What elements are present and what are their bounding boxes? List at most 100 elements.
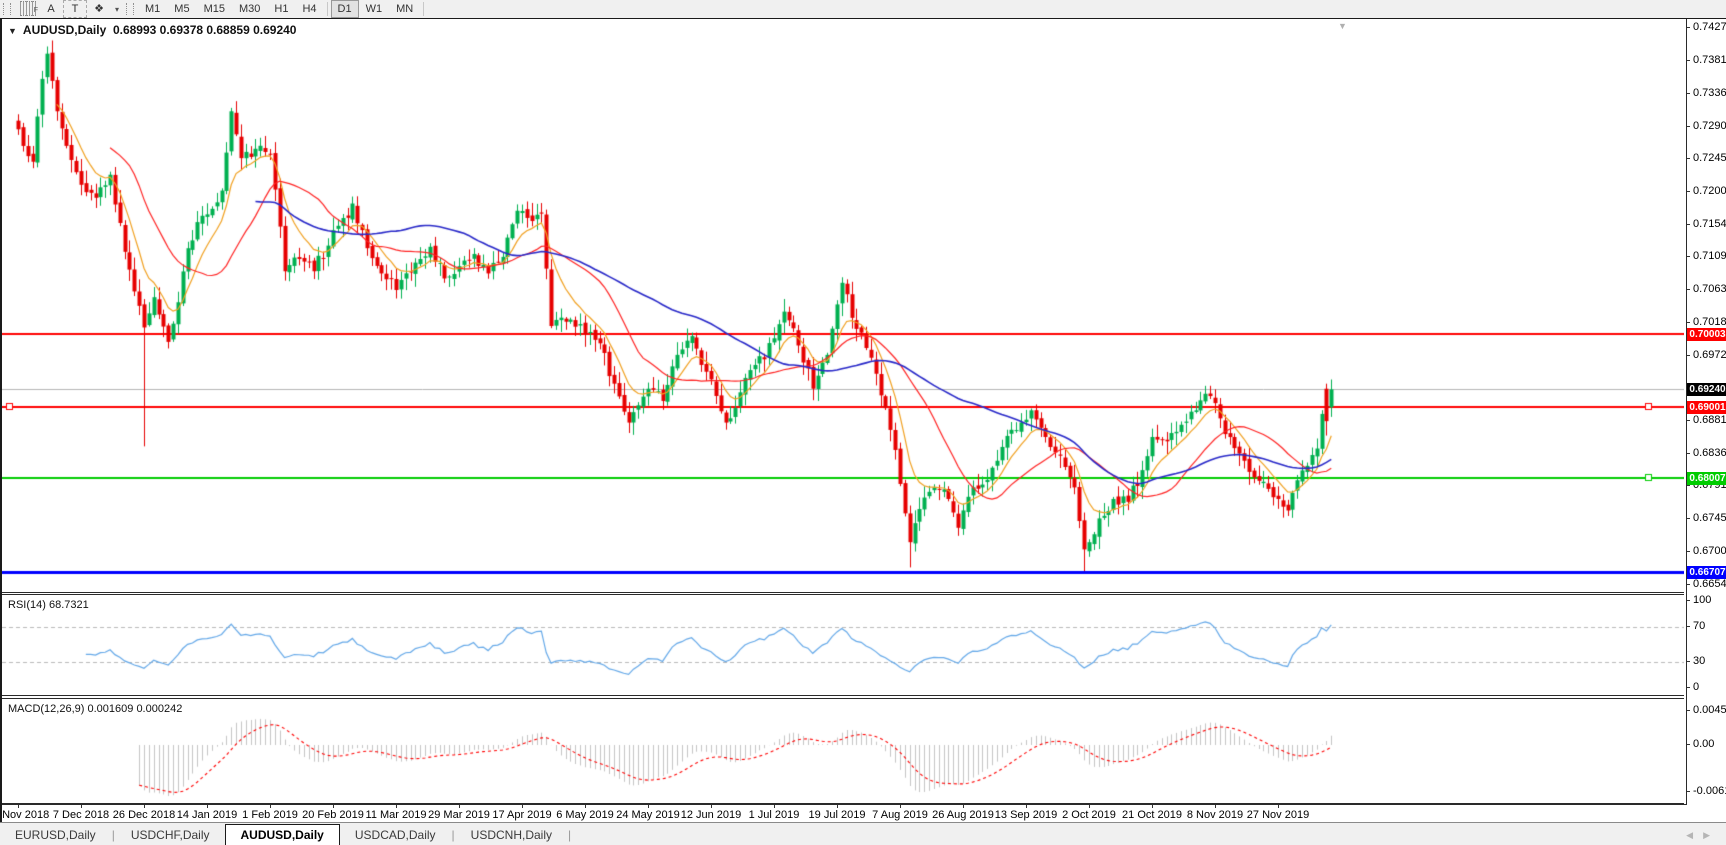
fibonacci-grid-icon: F bbox=[20, 1, 38, 16]
date-label: 29 Mar 2019 bbox=[428, 809, 490, 821]
chart-window: ▼ AUDUSD,Daily 0.68993 0.69378 0.68859 0.… bbox=[0, 18, 1726, 824]
price-chart-canvas[interactable] bbox=[2, 20, 1684, 593]
chart-shift-marker-icon[interactable]: ▼ bbox=[1338, 21, 1347, 31]
toolbar-separator bbox=[326, 2, 328, 16]
date-label: 26 Dec 2018 bbox=[112, 809, 176, 821]
date-tick bbox=[81, 805, 82, 808]
axis-tick bbox=[1686, 224, 1690, 225]
price-chart-panel[interactable]: ▼ AUDUSD,Daily 0.68993 0.69378 0.68859 0.… bbox=[2, 20, 1684, 593]
date-label: 13 Sep 2019 bbox=[994, 809, 1058, 821]
macd-main-value: 0.001609 bbox=[87, 703, 134, 715]
axis-tick bbox=[1686, 626, 1690, 627]
date-label: 17 Apr 2019 bbox=[492, 809, 552, 821]
price-tick-label: 0.66540 bbox=[1693, 578, 1726, 590]
axis-tick bbox=[1686, 27, 1690, 28]
rsi-canvas[interactable] bbox=[2, 595, 1684, 697]
macd-signal-value: 0.000242 bbox=[136, 703, 183, 715]
toolbar-grip bbox=[3, 3, 11, 15]
date-label: 7 Dec 2018 bbox=[52, 809, 110, 821]
date-label: 19 Nov 2018 bbox=[0, 809, 50, 821]
date-tick bbox=[1026, 805, 1027, 808]
date-label: 7 Aug 2019 bbox=[872, 809, 928, 821]
label-tool-button[interactable]: A bbox=[47, 3, 55, 15]
chart-ohlc-values: 0.68993 0.69378 0.68859 0.69240 bbox=[112, 23, 297, 37]
tab-usdcnh[interactable]: USDCNH,Daily bbox=[470, 828, 553, 842]
axis-tick bbox=[1686, 485, 1690, 486]
date-tick bbox=[963, 805, 964, 808]
axis-tick bbox=[1686, 126, 1690, 127]
arrows-tool-button[interactable]: ❖ bbox=[94, 3, 104, 15]
macd-indicator-panel[interactable]: MACD(12,26,9) 0.001609 0.000242 bbox=[2, 698, 1684, 805]
axis-tick bbox=[1686, 93, 1690, 94]
axis-tick bbox=[1686, 551, 1690, 552]
price-badge: 0.69001 bbox=[1687, 401, 1726, 414]
tab-usdchf[interactable]: USDCHF,Daily bbox=[130, 828, 210, 842]
axis-tick bbox=[1686, 256, 1690, 257]
timeframe-d1-button[interactable]: D1 bbox=[330, 0, 359, 18]
price-tick-label: 0.004528 bbox=[1693, 704, 1726, 716]
date-label: 8 Nov 2019 bbox=[1186, 809, 1244, 821]
date-tick bbox=[396, 805, 397, 808]
price-tick-label: 100 bbox=[1693, 594, 1712, 606]
tab-audusd[interactable]: AUDUSD,Daily bbox=[224, 824, 340, 845]
price-tick-label: 0 bbox=[1693, 681, 1700, 693]
timeframe-mn-button[interactable]: MN bbox=[396, 3, 414, 15]
date-tick bbox=[1278, 805, 1279, 808]
date-label: 27 Nov 2019 bbox=[1246, 809, 1310, 821]
date-tick bbox=[1215, 805, 1216, 808]
axis-tick bbox=[1686, 420, 1690, 421]
price-tick-label: 70 bbox=[1693, 620, 1706, 632]
timeframe-m30-button[interactable]: M30 bbox=[238, 3, 261, 15]
timeframe-m1-button[interactable]: M1 bbox=[145, 3, 161, 15]
date-tick bbox=[522, 805, 523, 808]
axis-tick bbox=[1686, 355, 1690, 356]
timeframe-w1-button[interactable]: W1 bbox=[365, 3, 383, 15]
date-tick bbox=[711, 805, 712, 808]
price-badge: 0.68007 bbox=[1687, 472, 1726, 485]
date-label: 21 Oct 2019 bbox=[1122, 809, 1182, 821]
text-tool-button[interactable]: T bbox=[63, 0, 87, 18]
axis-tick bbox=[1686, 584, 1690, 585]
axis-tick bbox=[1686, 60, 1690, 61]
chart-tab-bar: EURUSD,Daily | USDCHF,Daily AUDUSD,Daily… bbox=[0, 822, 1726, 845]
date-tick bbox=[144, 805, 145, 808]
timeframe-h4-button[interactable]: H4 bbox=[302, 3, 317, 15]
fibonacci-tool-button[interactable]: F bbox=[15, 0, 39, 18]
price-tick-label: 0.00 bbox=[1693, 738, 1715, 750]
toolbar-separator-2 bbox=[423, 2, 425, 16]
date-tick bbox=[18, 805, 19, 808]
timeframe-m5-button[interactable]: M5 bbox=[174, 3, 190, 15]
axis-tick bbox=[1686, 518, 1690, 519]
arrows-dropdown-icon[interactable]: ▾ bbox=[115, 4, 120, 14]
axis-tick bbox=[1686, 791, 1690, 792]
chart-symbol: AUDUSD,Daily bbox=[22, 23, 107, 37]
price-tick-label: 30 bbox=[1693, 655, 1706, 667]
timeframe-h1-button[interactable]: H1 bbox=[274, 3, 289, 15]
tab-separator-2: | bbox=[451, 828, 455, 842]
axis-tick bbox=[1686, 453, 1690, 454]
timeframe-m15-button[interactable]: M15 bbox=[203, 3, 225, 15]
macd-canvas[interactable] bbox=[2, 699, 1684, 805]
chart-dropdown-icon[interactable]: ▼ bbox=[8, 26, 17, 36]
rsi-indicator-panel[interactable]: RSI(14) 68.7321 bbox=[2, 594, 1684, 697]
axis-tick bbox=[1686, 661, 1690, 662]
axis-tick bbox=[1686, 687, 1690, 688]
tab-eurusd[interactable]: EURUSD,Daily bbox=[15, 828, 96, 842]
tab-scroll-arrows[interactable]: ◀▶ bbox=[1686, 830, 1720, 840]
date-label: 11 Mar 2019 bbox=[365, 809, 427, 821]
axis-tick bbox=[1686, 322, 1690, 323]
tab-usdcad[interactable]: USDCAD,Daily bbox=[354, 828, 436, 842]
axis-tick bbox=[1686, 710, 1690, 711]
